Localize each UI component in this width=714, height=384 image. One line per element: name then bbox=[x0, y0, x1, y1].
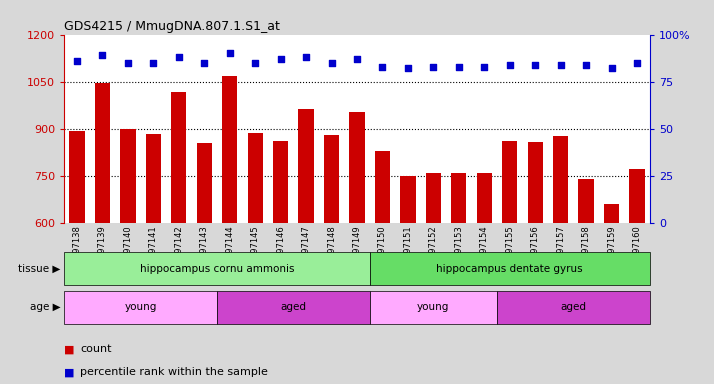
Point bbox=[71, 58, 83, 64]
Bar bbox=[477, 174, 492, 223]
Point bbox=[301, 54, 312, 60]
Point bbox=[555, 61, 566, 68]
Point bbox=[504, 61, 516, 68]
Bar bbox=[578, 179, 594, 223]
Bar bbox=[120, 129, 136, 223]
Bar bbox=[553, 136, 568, 223]
Point bbox=[275, 56, 286, 62]
Bar bbox=[629, 169, 645, 223]
Text: percentile rank within the sample: percentile rank within the sample bbox=[80, 367, 268, 377]
Point bbox=[148, 60, 159, 66]
Point bbox=[606, 65, 618, 71]
Bar bbox=[528, 142, 543, 223]
Text: tissue ▶: tissue ▶ bbox=[19, 264, 61, 274]
Bar bbox=[69, 131, 85, 223]
Text: GDS4215 / MmugDNA.807.1.S1_at: GDS4215 / MmugDNA.807.1.S1_at bbox=[64, 20, 280, 33]
Point bbox=[96, 52, 108, 58]
Point bbox=[173, 54, 184, 60]
Text: ■: ■ bbox=[64, 344, 79, 354]
Text: hippocampus dentate gyrus: hippocampus dentate gyrus bbox=[436, 264, 583, 274]
Bar bbox=[497, 291, 650, 324]
Point bbox=[478, 63, 490, 70]
Point bbox=[402, 65, 413, 71]
Bar bbox=[64, 252, 370, 285]
Text: young: young bbox=[417, 302, 450, 312]
Bar bbox=[222, 76, 237, 223]
Point bbox=[224, 50, 236, 56]
Bar bbox=[196, 143, 212, 223]
Point bbox=[351, 56, 363, 62]
Bar bbox=[604, 204, 619, 223]
Text: count: count bbox=[80, 344, 111, 354]
Bar bbox=[324, 135, 339, 223]
Text: aged: aged bbox=[281, 302, 306, 312]
Bar bbox=[298, 109, 313, 223]
Bar bbox=[217, 291, 370, 324]
Point bbox=[631, 60, 643, 66]
Bar bbox=[451, 174, 466, 223]
Bar bbox=[349, 112, 365, 223]
Point bbox=[453, 63, 465, 70]
Text: young: young bbox=[124, 302, 157, 312]
Bar bbox=[146, 134, 161, 223]
Point bbox=[249, 60, 261, 66]
Text: ■: ■ bbox=[64, 367, 79, 377]
Bar bbox=[502, 141, 518, 223]
Bar bbox=[64, 291, 217, 324]
Point bbox=[428, 63, 439, 70]
Point bbox=[377, 63, 388, 70]
Bar bbox=[248, 133, 263, 223]
Text: aged: aged bbox=[560, 302, 586, 312]
Bar bbox=[370, 252, 650, 285]
Point bbox=[122, 60, 134, 66]
Point bbox=[530, 61, 541, 68]
Text: age ▶: age ▶ bbox=[30, 302, 61, 312]
Bar bbox=[426, 172, 441, 223]
Bar bbox=[95, 83, 110, 223]
Bar bbox=[273, 141, 288, 223]
Point bbox=[326, 60, 337, 66]
Bar bbox=[375, 151, 390, 223]
Point bbox=[580, 61, 592, 68]
Bar bbox=[401, 176, 416, 223]
Bar bbox=[370, 291, 497, 324]
Point bbox=[198, 60, 210, 66]
Bar bbox=[171, 92, 186, 223]
Text: hippocampus cornu ammonis: hippocampus cornu ammonis bbox=[140, 264, 294, 274]
